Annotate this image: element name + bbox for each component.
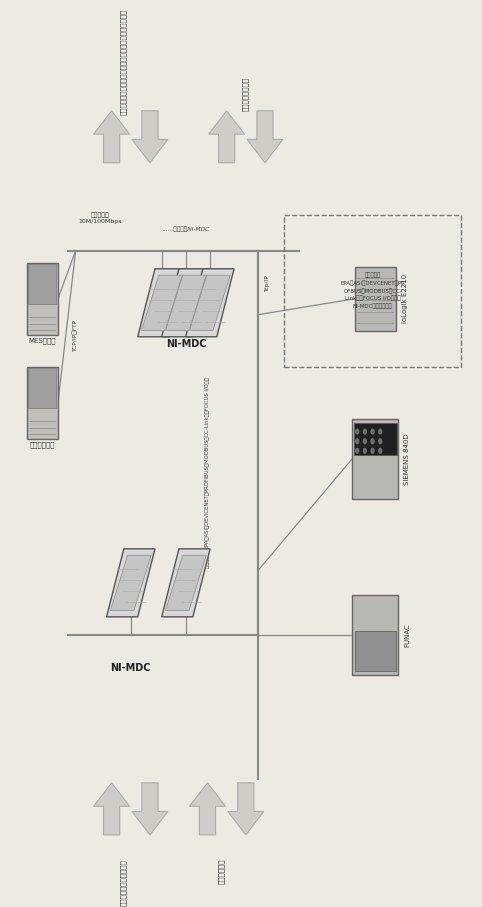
Polygon shape [189,783,226,834]
Circle shape [371,429,374,434]
Text: 数据程序下载: 数据程序下载 [218,859,225,884]
Polygon shape [161,549,210,617]
Text: 可以兼容：
EPA、ASI、DEVCENET、PR
OFBUS、MODBUS、CC-
Link以及FOCUS I/O等协议
NI-MDC系统之间通讯: 可以兼容： EPA、ASI、DEVCENET、PR OFBUS、MODBUS、C… [340,272,405,309]
FancyBboxPatch shape [354,423,397,454]
Polygon shape [161,268,210,336]
Polygon shape [247,111,283,162]
Polygon shape [138,268,186,336]
Circle shape [363,429,366,434]
Polygon shape [228,783,264,834]
Circle shape [363,439,366,444]
FancyBboxPatch shape [28,368,56,408]
FancyBboxPatch shape [352,595,398,675]
Text: NI-MDC: NI-MDC [166,339,206,349]
FancyBboxPatch shape [27,263,58,335]
Circle shape [379,439,382,444]
Circle shape [356,439,359,444]
FancyBboxPatch shape [28,264,56,304]
Circle shape [379,448,382,454]
Polygon shape [110,555,151,610]
Text: 监控计算机站: 监控计算机站 [29,441,55,448]
Polygon shape [94,783,130,834]
Circle shape [379,429,382,434]
Text: 工厂局域网
10M/100Mbps: 工厂局域网 10M/100Mbps [78,212,121,224]
Polygon shape [132,111,168,162]
FancyBboxPatch shape [355,631,396,671]
Circle shape [371,448,374,454]
Polygon shape [186,268,234,336]
Text: 作业指令、数据程序下达: 作业指令、数据程序下达 [120,859,127,905]
Text: 工业网：支持EPA、ASI、DEVICENET、PROFIBUS、MODBUS、CC-Link以及FOCUS I/O协议: 工业网：支持EPA、ASI、DEVICENET、PROFIBUS、MODBUS、… [205,377,210,568]
Polygon shape [209,111,244,162]
Circle shape [371,439,374,444]
Polygon shape [94,111,130,162]
Text: ......任意数目NI-MDC: ......任意数目NI-MDC [162,226,210,232]
Text: NI-MDC: NI-MDC [110,663,151,673]
FancyBboxPatch shape [27,366,58,439]
Circle shape [363,448,366,454]
Polygon shape [107,549,155,617]
Text: 任务指令、数据模板信息、推送技术文件数据库更新上传: 任务指令、数据模板信息、推送技术文件数据库更新上传 [120,8,127,115]
Polygon shape [165,275,206,330]
Text: SIEMENS 840D: SIEMENS 840D [404,433,410,484]
Text: TCP/IP、FTP: TCP/IP、FTP [73,319,79,352]
Text: MES服务器: MES服务器 [28,337,56,344]
Polygon shape [189,275,230,330]
Circle shape [356,448,359,454]
Text: Tcp/IP: Tcp/IP [265,275,270,292]
FancyBboxPatch shape [355,267,396,331]
Text: 设备运行状态上传: 设备运行状态上传 [242,77,249,111]
Polygon shape [165,555,206,610]
Text: FUNAC: FUNAC [404,623,410,647]
Polygon shape [132,783,168,834]
Text: ioLogik E2210: ioLogik E2210 [402,274,408,324]
Polygon shape [142,275,182,330]
FancyBboxPatch shape [352,419,398,499]
Circle shape [356,429,359,434]
